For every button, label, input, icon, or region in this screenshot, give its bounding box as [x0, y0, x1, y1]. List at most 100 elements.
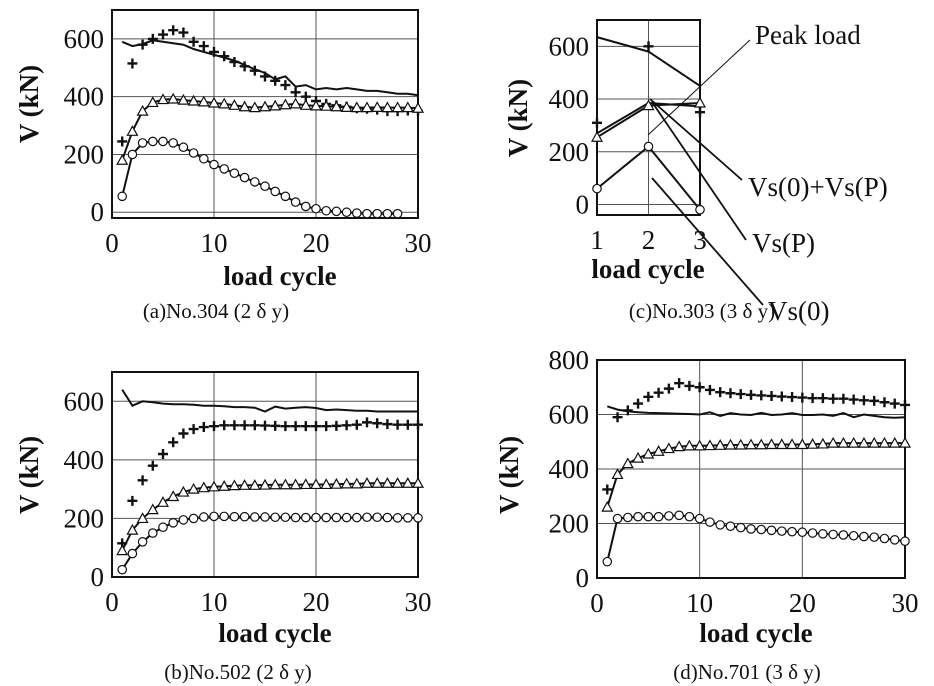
triangle-marker — [714, 439, 727, 450]
circle-marker — [260, 181, 270, 192]
circle-marker — [270, 512, 280, 523]
circle-marker — [602, 556, 613, 567]
triangle-marker — [350, 101, 363, 113]
panel-d: 0 10 20 30 0 200 400 600 800 load cycle V (kN) (d)N… — [494, 345, 919, 684]
series-2 — [116, 92, 425, 165]
data-layer — [116, 389, 425, 575]
circle-marker — [290, 197, 301, 207]
triangle-marker — [888, 436, 901, 448]
circle-marker — [372, 208, 382, 219]
plus-marker — [239, 420, 250, 431]
plus-marker — [188, 424, 199, 435]
circle-marker — [633, 511, 643, 522]
plus-marker — [787, 392, 798, 403]
circle-marker — [372, 512, 382, 523]
y-tick-label: 600 — [549, 400, 590, 430]
triangle-marker — [136, 512, 149, 524]
callout-label: Vs(P) — [752, 228, 815, 258]
triangle-marker — [601, 500, 614, 512]
circle-marker — [270, 186, 280, 197]
circle-marker — [715, 520, 725, 530]
circle-marker — [643, 141, 654, 152]
series-3 — [117, 136, 403, 219]
series-2 — [116, 477, 425, 556]
plus-marker — [270, 75, 281, 86]
triangle-marker — [724, 438, 737, 450]
series-3 — [117, 511, 423, 575]
data-layer — [601, 378, 912, 567]
triangle-marker — [238, 479, 251, 490]
circle-marker — [787, 526, 797, 537]
plus-marker — [704, 384, 715, 395]
plus-marker — [797, 392, 808, 403]
circle-marker — [209, 511, 219, 522]
plus-marker — [413, 419, 423, 430]
triangle-marker — [187, 94, 200, 106]
circle-marker — [766, 525, 777, 536]
plus-marker — [602, 484, 613, 495]
plus-marker — [633, 398, 644, 409]
circle-marker — [735, 522, 746, 533]
circle-marker — [362, 208, 372, 219]
triangle-marker — [116, 153, 129, 165]
x-tick-label: 30 — [892, 588, 919, 618]
y-tick-label: 400 — [64, 82, 105, 112]
circle-marker — [331, 206, 342, 217]
triangle-marker — [703, 439, 716, 451]
circle-marker — [188, 513, 199, 524]
circle-marker — [250, 512, 260, 522]
circle-marker — [321, 205, 331, 216]
circle-marker — [331, 512, 342, 523]
plus-marker — [756, 390, 767, 401]
triangle-marker — [136, 104, 149, 116]
y-tick-label: 200 — [64, 503, 105, 533]
triangle-marker — [309, 478, 323, 490]
circle-marker — [859, 531, 869, 542]
series-1 — [596, 36, 701, 87]
triangle-marker — [381, 477, 394, 488]
series-0 — [117, 25, 423, 147]
triangle-marker — [228, 479, 241, 491]
plus-marker — [392, 419, 403, 430]
triangle-marker — [299, 478, 312, 490]
plus-marker — [828, 393, 839, 404]
plus-marker — [879, 397, 890, 408]
plus-marker — [198, 422, 209, 433]
triangle-marker — [320, 99, 333, 111]
triangle-marker — [258, 478, 272, 490]
plus-marker — [776, 391, 787, 402]
plus-marker — [158, 449, 168, 459]
circle-marker — [341, 207, 352, 218]
circle-marker — [290, 512, 301, 523]
triangle-marker — [381, 101, 394, 113]
plus-marker — [766, 390, 777, 401]
circle-marker — [219, 511, 229, 522]
triangle-marker — [258, 100, 272, 112]
circle-marker — [392, 208, 403, 219]
plus-marker — [848, 394, 859, 405]
x-axis-label: load cycle — [699, 618, 812, 648]
plus-marker — [300, 421, 311, 432]
plus-marker — [351, 419, 362, 430]
chart-caption: (c)No.303 (3 δ y) — [629, 299, 775, 323]
triangle-marker — [167, 490, 180, 502]
y-axis-label: V (kN) — [14, 436, 44, 514]
triangle-marker — [207, 96, 221, 108]
plus-marker — [402, 419, 413, 430]
triangle-marker — [744, 438, 758, 450]
plus-marker — [127, 58, 138, 69]
triangle-marker — [878, 436, 891, 448]
circle-marker — [382, 512, 393, 523]
plus-marker — [311, 421, 321, 432]
triangle-marker — [248, 479, 261, 490]
circle-marker — [229, 168, 240, 179]
plus-marker — [684, 380, 695, 391]
y-tick-label: 600 — [549, 31, 590, 61]
plus-marker — [219, 420, 230, 431]
y-axis-label: V (kN) — [494, 436, 524, 514]
plus-marker — [331, 420, 342, 431]
x-tick-label: 20 — [303, 587, 330, 617]
series-1 — [121, 389, 418, 413]
triangle-marker — [360, 477, 374, 488]
x-tick-label: 10 — [686, 588, 713, 618]
